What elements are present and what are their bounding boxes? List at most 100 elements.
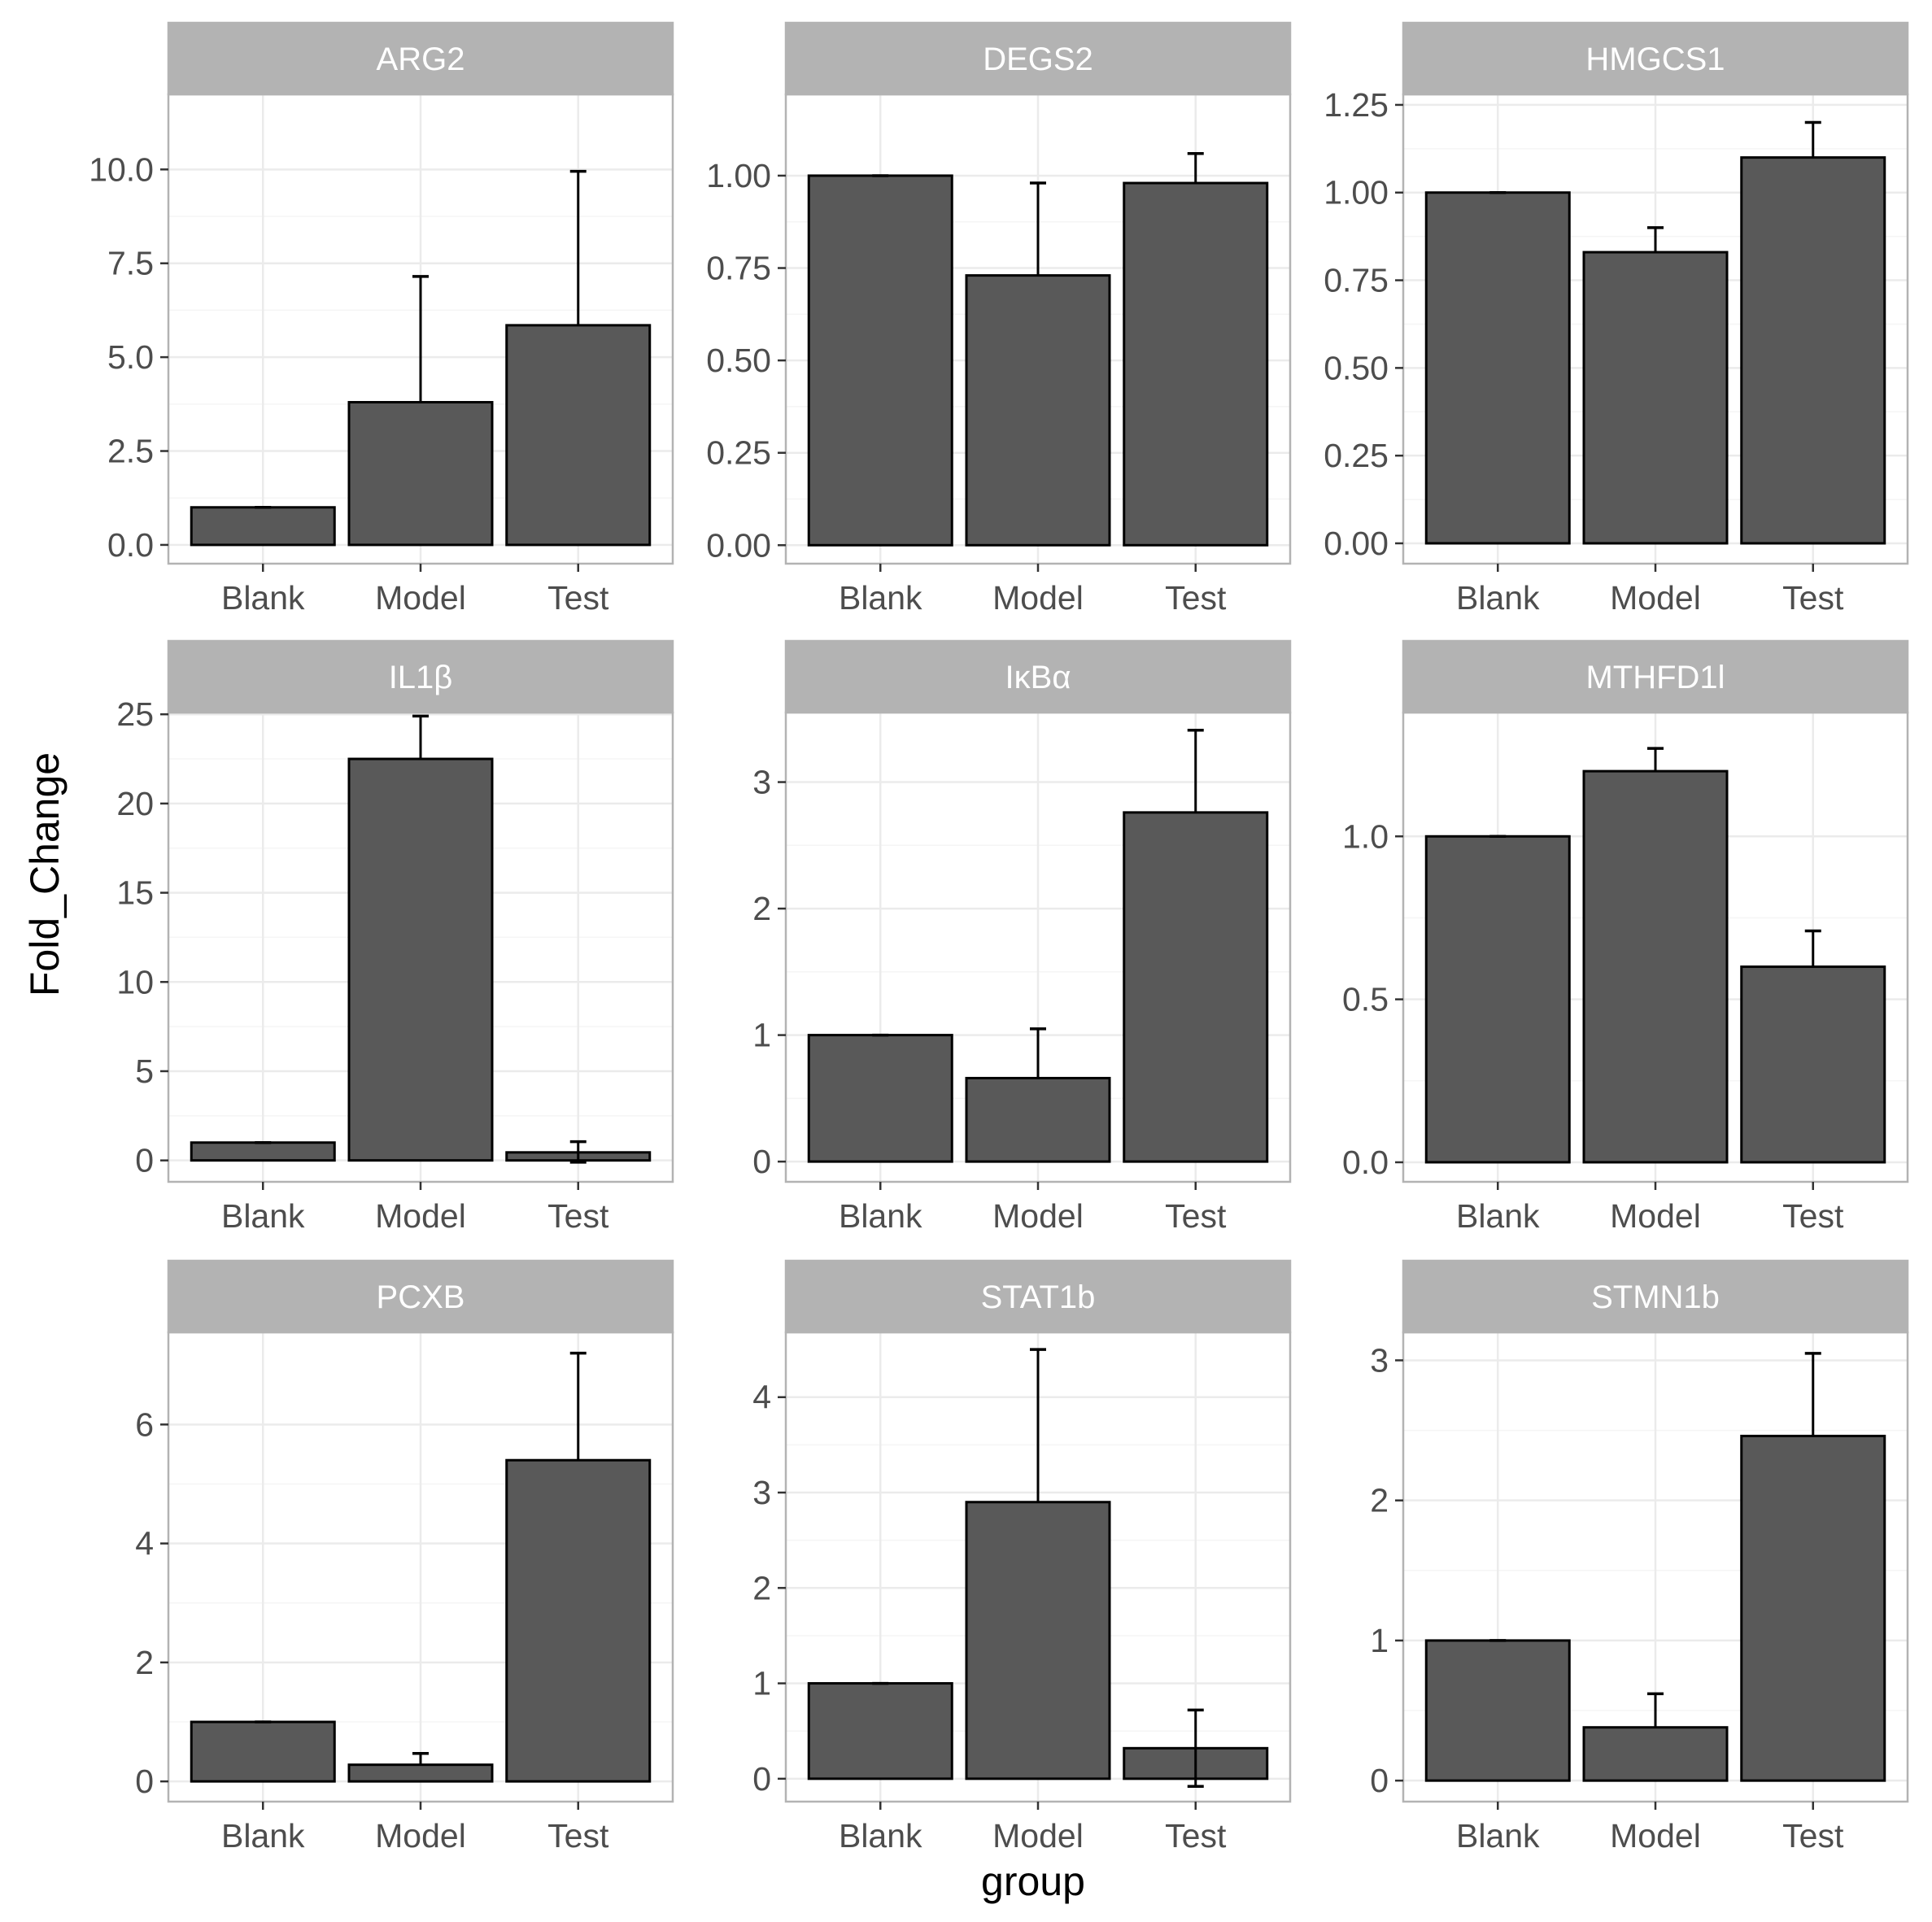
y-tick-label: 6 xyxy=(135,1406,154,1443)
bar-blank xyxy=(190,506,336,547)
facet-title-degs2: DEGS2 xyxy=(983,41,1093,77)
bar-blank xyxy=(1424,1639,1571,1782)
panel-ib: IκBα 0 1 2 3 Blank Model Test xyxy=(752,639,1292,1235)
bar-blank xyxy=(807,1034,953,1163)
y-tick-label: 1.00 xyxy=(706,157,771,194)
y-tick-label: 0 xyxy=(1370,1762,1389,1799)
y-tick-label: 10 xyxy=(116,963,154,1000)
y-tick-label: 1.00 xyxy=(1324,174,1389,211)
bar-model xyxy=(347,401,494,547)
x-tick-label-model: Model xyxy=(992,1817,1084,1854)
x-tick-label-blank: Blank xyxy=(839,579,922,617)
facet-title-stmn1b: STMN1b xyxy=(1591,1279,1720,1315)
bar-blank xyxy=(807,174,953,547)
x-tick-label-model: Model xyxy=(375,1817,466,1854)
facet-title-il1: IL1β xyxy=(389,660,453,695)
x-tick-label-test: Test xyxy=(1782,579,1844,617)
y-tick-label: 0.00 xyxy=(1324,525,1389,562)
facet-strip xyxy=(167,21,674,96)
y-tick-label: 5.0 xyxy=(107,338,154,376)
x-tick-label-model: Model xyxy=(992,579,1084,617)
panel-stmn1b: STMN1b 0 1 2 3 Blank Model Test xyxy=(1370,1259,1909,1854)
y-tick-label: 3 xyxy=(752,764,771,801)
bar-model xyxy=(347,1763,494,1783)
x-tick-label-blank: Blank xyxy=(839,1197,922,1235)
y-tick-label: 0.25 xyxy=(706,434,771,472)
x-tick-label-model: Model xyxy=(1610,1197,1701,1235)
y-tick-label: 1.0 xyxy=(1342,817,1389,855)
y-tick-label: 0.75 xyxy=(1324,262,1389,299)
x-tick-label-test: Test xyxy=(1782,1197,1844,1235)
facet-strip xyxy=(1402,639,1909,714)
panel-arg2: ARG2 0.0 2.5 5.0 7.5 10.0 Blank Model Test xyxy=(89,21,674,617)
bar-test xyxy=(1123,181,1269,547)
y-tick-label: 4 xyxy=(752,1379,771,1416)
x-tick-label-blank: Blank xyxy=(1456,1817,1540,1854)
panel-mthfd1l: MTHFD1l 0.0 0.5 1.0 Blank Model Test xyxy=(1342,639,1909,1235)
y-tick-label: 0 xyxy=(752,1143,771,1180)
facet-strip xyxy=(784,639,1292,714)
x-tick-label-model: Model xyxy=(1610,1817,1701,1854)
x-tick-label-blank: Blank xyxy=(1456,579,1540,617)
x-tick-label-model: Model xyxy=(375,579,466,617)
panel-pcxb: PCXB 0 2 4 6 Blank Model Test xyxy=(135,1259,674,1854)
bar-model xyxy=(965,1076,1111,1163)
x-tick-label-model: Model xyxy=(992,1197,1084,1235)
y-tick-label: 0 xyxy=(752,1760,771,1798)
bar-model xyxy=(1582,251,1729,545)
y-axis-title: Fold_Change xyxy=(22,752,68,996)
facet-strip xyxy=(1402,1259,1909,1334)
y-tick-label: 4 xyxy=(135,1525,154,1562)
x-tick-label-blank: Blank xyxy=(839,1817,922,1854)
bar-model xyxy=(1582,769,1729,1164)
y-tick-label: 1 xyxy=(752,1665,771,1702)
y-tick-label: 0 xyxy=(135,1763,154,1800)
facet-strip xyxy=(167,639,674,714)
y-tick-label: 0.00 xyxy=(706,526,771,564)
bar-blank xyxy=(807,1682,953,1780)
y-tick-label: 1.25 xyxy=(1324,86,1389,124)
x-tick-label-test: Test xyxy=(547,579,609,617)
bar-blank xyxy=(190,1720,336,1783)
x-tick-label-test: Test xyxy=(547,1817,609,1854)
x-tick-label-blank: Blank xyxy=(221,1197,305,1235)
y-tick-label: 0.0 xyxy=(1342,1144,1389,1181)
y-tick-label: 25 xyxy=(116,695,154,733)
y-tick-label: 2 xyxy=(1370,1482,1389,1519)
facet-title-ib: IκBα xyxy=(1005,660,1071,695)
facet-strip xyxy=(167,1259,674,1334)
y-tick-label: 20 xyxy=(116,785,154,822)
x-tick-label-model: Model xyxy=(1610,579,1701,617)
x-tick-label-blank: Blank xyxy=(1456,1197,1540,1235)
facet-title-mthfd1l: MTHFD1l xyxy=(1585,660,1725,695)
y-tick-label: 3 xyxy=(1370,1341,1389,1379)
facet-title-hmgcs1: HMGCS1 xyxy=(1585,41,1725,77)
bar-blank xyxy=(1424,835,1571,1164)
y-tick-label: 0.50 xyxy=(1324,349,1389,386)
bar-test xyxy=(1740,156,1886,545)
bar-model xyxy=(965,274,1111,547)
x-tick-label-blank: Blank xyxy=(221,1817,305,1854)
y-tick-label: 0.25 xyxy=(1324,437,1389,474)
bar-test xyxy=(1123,811,1269,1163)
y-tick-label: 5 xyxy=(135,1053,154,1090)
y-tick-label: 0.50 xyxy=(706,342,771,379)
x-tick-label-test: Test xyxy=(1782,1817,1844,1854)
bar-model xyxy=(965,1501,1111,1780)
y-tick-label: 0.75 xyxy=(706,250,771,287)
bar-blank xyxy=(1424,191,1571,545)
x-tick-label-test: Test xyxy=(1165,1817,1227,1854)
y-tick-label: 7.5 xyxy=(107,245,154,282)
y-tick-label: 2.5 xyxy=(107,433,154,470)
y-tick-label: 0.5 xyxy=(1342,981,1389,1018)
bar-test xyxy=(505,1458,652,1783)
y-tick-label: 1 xyxy=(752,1017,771,1054)
y-tick-label: 0.0 xyxy=(107,526,154,564)
y-tick-label: 2 xyxy=(135,1644,154,1681)
panel-degs2: DEGS2 0.00 0.25 0.50 0.75 1.00 Blank Model Test xyxy=(706,21,1292,617)
x-axis-title: group xyxy=(981,1859,1085,1904)
x-tick-label-test: Test xyxy=(1165,1197,1227,1235)
facet-strip xyxy=(1402,21,1909,96)
facet-strip xyxy=(784,1259,1292,1334)
